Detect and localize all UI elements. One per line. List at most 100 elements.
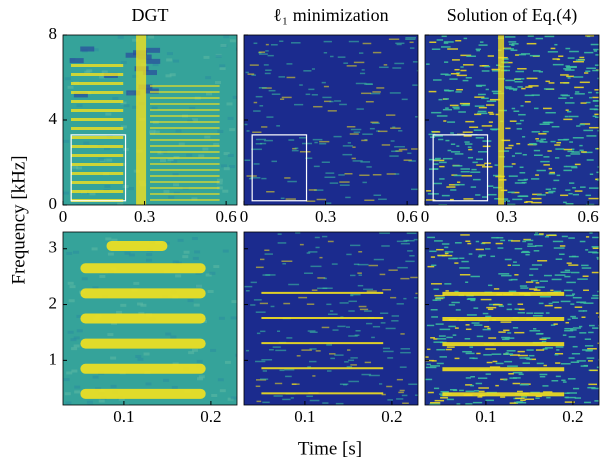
texture xyxy=(71,145,124,148)
texture xyxy=(510,278,518,281)
texture xyxy=(435,296,445,299)
texture xyxy=(542,107,552,110)
x-tick-label: 0.1 xyxy=(475,407,496,426)
texture xyxy=(534,232,539,234)
texture xyxy=(591,297,599,299)
texture xyxy=(586,159,594,161)
texture xyxy=(515,78,525,80)
texture xyxy=(585,101,591,104)
texture xyxy=(465,403,473,405)
texture xyxy=(465,281,469,283)
texture xyxy=(581,264,589,267)
texture xyxy=(584,72,589,74)
texture xyxy=(538,302,544,305)
texture xyxy=(265,43,269,46)
texture xyxy=(498,305,504,307)
texture xyxy=(555,362,561,364)
spectrogram xyxy=(63,35,237,205)
texture xyxy=(565,47,571,50)
texture xyxy=(315,350,321,352)
texture xyxy=(439,161,447,164)
texture xyxy=(436,248,444,251)
texture xyxy=(536,169,546,172)
texture xyxy=(277,233,282,235)
texture xyxy=(579,240,586,243)
texture xyxy=(535,282,540,284)
texture xyxy=(555,148,565,150)
texture xyxy=(579,149,584,152)
texture xyxy=(512,89,517,91)
x-tick-label: 0.6 xyxy=(578,207,599,226)
texture xyxy=(597,258,599,260)
texture xyxy=(566,392,577,394)
texture xyxy=(459,273,471,276)
texture xyxy=(246,130,250,132)
texture xyxy=(508,279,513,281)
texture xyxy=(370,92,381,95)
texture xyxy=(516,401,527,404)
texture xyxy=(478,254,486,257)
texture xyxy=(223,152,230,156)
texture xyxy=(488,284,493,287)
texture xyxy=(514,80,523,83)
texture xyxy=(396,43,402,46)
texture xyxy=(597,166,599,168)
texture xyxy=(310,265,322,268)
texture xyxy=(513,261,517,263)
texture xyxy=(445,139,450,142)
texture xyxy=(443,120,447,122)
texture xyxy=(222,189,229,193)
texture xyxy=(448,257,457,260)
texture xyxy=(446,346,455,348)
texture xyxy=(361,373,372,376)
texture xyxy=(223,167,230,171)
texture xyxy=(439,178,445,180)
texture xyxy=(313,105,323,108)
texture xyxy=(440,397,448,399)
texture xyxy=(434,294,445,297)
texture xyxy=(416,69,418,72)
texture xyxy=(264,253,273,255)
texture xyxy=(142,70,157,76)
texture xyxy=(350,293,361,296)
texture xyxy=(598,316,599,318)
texture xyxy=(372,174,382,176)
texture xyxy=(584,51,594,54)
texture xyxy=(387,399,393,401)
texture xyxy=(313,165,320,168)
panel-title: DGT xyxy=(132,5,169,25)
texture xyxy=(288,283,300,286)
texture xyxy=(117,35,124,39)
texture xyxy=(506,350,516,352)
texture xyxy=(497,247,504,249)
texture xyxy=(584,401,591,404)
texture xyxy=(519,357,530,359)
texture xyxy=(564,102,575,104)
texture xyxy=(534,154,543,157)
texture xyxy=(541,337,551,339)
texture xyxy=(546,396,551,399)
texture xyxy=(106,158,113,162)
texture xyxy=(361,139,368,142)
texture xyxy=(475,240,480,243)
texture xyxy=(528,85,539,87)
texture xyxy=(396,303,404,305)
texture xyxy=(307,366,312,368)
texture xyxy=(464,143,473,145)
texture xyxy=(261,367,384,370)
texture xyxy=(256,138,266,141)
texture xyxy=(565,155,571,157)
texture xyxy=(430,337,435,339)
texture xyxy=(206,92,213,96)
texture xyxy=(589,369,598,372)
texture xyxy=(441,243,450,245)
texture xyxy=(202,147,209,151)
texture xyxy=(80,288,206,299)
texture xyxy=(118,397,125,401)
texture xyxy=(433,163,439,165)
texture xyxy=(315,246,320,249)
texture xyxy=(510,240,521,242)
texture xyxy=(433,182,442,185)
texture xyxy=(301,349,312,351)
texture xyxy=(71,136,124,139)
